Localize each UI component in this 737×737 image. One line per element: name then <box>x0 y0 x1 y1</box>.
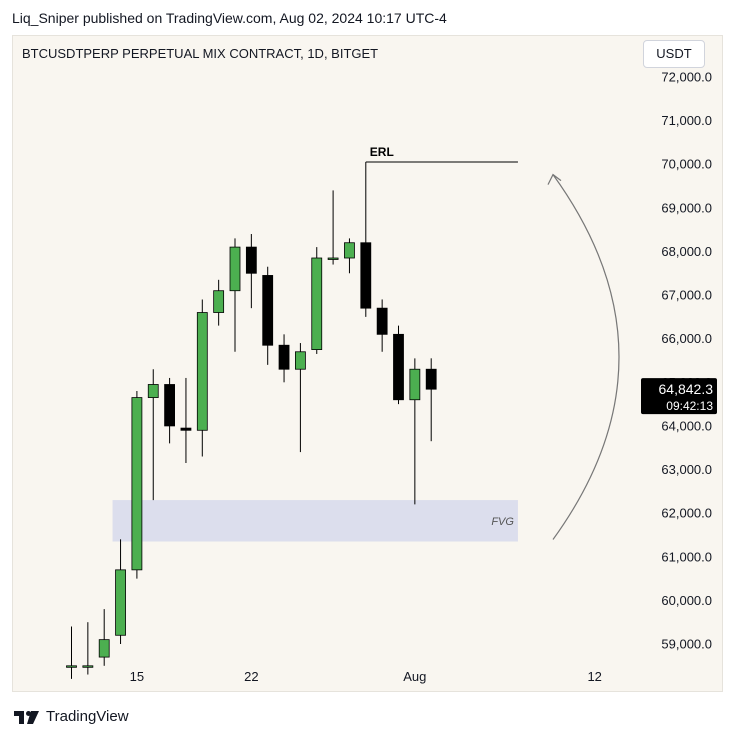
candles-layer <box>66 162 437 679</box>
candle <box>294 343 306 453</box>
candle <box>229 238 241 352</box>
candle <box>82 622 94 675</box>
candle <box>278 334 290 383</box>
candle-body <box>344 242 355 259</box>
candle-body <box>294 351 306 370</box>
candle-body <box>245 246 257 274</box>
erl-label: ERL <box>370 145 394 159</box>
price-tick-label: 69,000.0 <box>661 200 712 215</box>
price-tick-label: 67,000.0 <box>661 288 712 303</box>
candle-body <box>213 290 225 313</box>
candle <box>393 325 404 405</box>
price-tick-label: 66,000.0 <box>661 331 712 346</box>
candle-body <box>164 384 176 427</box>
candle <box>98 609 110 666</box>
candle-body <box>147 384 159 398</box>
candle <box>245 234 257 309</box>
price-tick-label: 68,000.0 <box>661 244 712 259</box>
candle-body <box>115 569 126 636</box>
candle-body <box>82 665 94 668</box>
arrow-head <box>547 173 562 185</box>
price-tick-label: 61,000.0 <box>661 549 712 564</box>
price-tick-label: 71,000.0 <box>661 113 712 128</box>
candle-body <box>409 368 421 401</box>
last-price-box <box>641 378 717 415</box>
price-axis: 72,000.0 71,000.0 70,000.0 69,000.0 68,000.0… <box>661 70 712 652</box>
price-tick-label: 59,000.0 <box>661 637 712 652</box>
price-tick-label: 64,000.0 <box>661 418 712 433</box>
candle-body <box>66 665 77 668</box>
candle <box>425 358 437 442</box>
candle <box>115 539 126 644</box>
price-tick-label: 60,000.0 <box>661 593 712 608</box>
candle-body <box>425 368 437 390</box>
curved-arrow <box>552 174 620 540</box>
fvg-zone-layer: FVG <box>112 500 518 542</box>
candle-body <box>98 639 110 658</box>
candle-body <box>278 344 290 370</box>
candle <box>409 358 421 505</box>
symbol-title: BTCUSDTPERP PERPETUAL MIX CONTRACT, 1D, … <box>22 46 379 61</box>
candle <box>180 377 192 463</box>
candle <box>360 162 372 317</box>
candle <box>376 299 388 352</box>
candle <box>196 299 208 457</box>
candle-body <box>327 257 339 260</box>
countdown-timer: 09:42:13 <box>666 399 713 413</box>
last-price-label-layer: 64,842.3 09:42:13 <box>641 378 717 415</box>
candle-body <box>262 275 274 346</box>
candle <box>262 266 274 365</box>
time-tick-label: 22 <box>244 669 258 684</box>
footer-brand: TradingView <box>46 708 129 725</box>
candle <box>131 391 143 579</box>
annotations-layer: ERL <box>365 145 620 540</box>
fvg-zone <box>112 500 518 542</box>
candle-body <box>393 333 404 401</box>
last-price-value: 64,842.3 <box>659 381 714 397</box>
chart-panel[interactable] <box>12 35 723 692</box>
fvg-label: FVG <box>491 516 514 528</box>
price-tick-label: 63,000.0 <box>661 462 712 477</box>
candle <box>147 369 159 501</box>
candle-body <box>131 397 143 571</box>
candle <box>66 626 77 679</box>
price-tick-label: 72,000.0 <box>661 70 712 85</box>
candle-body <box>360 242 372 309</box>
time-tick-label: Aug <box>403 669 426 684</box>
candle-body <box>196 312 208 431</box>
candle-body <box>229 246 241 292</box>
candle-body <box>376 307 388 335</box>
price-tick-label: 70,000.0 <box>661 157 712 172</box>
candle <box>311 247 323 354</box>
candle-body <box>180 427 192 431</box>
tradingview-logo-icon <box>14 710 39 724</box>
price-tick-label: 62,000.0 <box>661 506 712 521</box>
time-tick-label: 12 <box>587 669 601 684</box>
currency-button[interactable]: USDT <box>643 40 705 68</box>
footer: TradingView <box>14 708 129 725</box>
candle <box>344 238 355 274</box>
candle-body <box>311 257 323 350</box>
publish-info: Liq_Sniper published on TradingView.com,… <box>12 10 447 26</box>
time-axis: 15 22 Aug 12 <box>130 669 602 684</box>
time-tick-label: 15 <box>130 669 144 684</box>
candle <box>213 279 225 326</box>
candle <box>164 377 176 444</box>
candle <box>327 190 339 265</box>
